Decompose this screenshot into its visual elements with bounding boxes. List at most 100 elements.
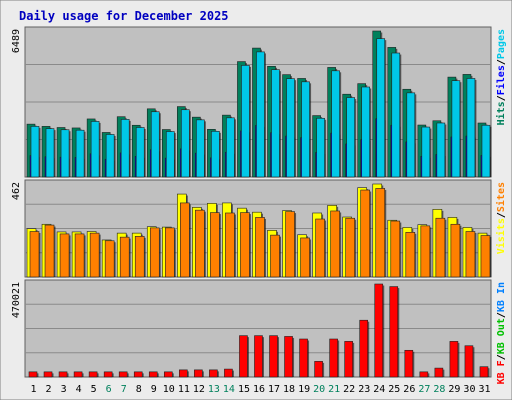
bar-sites-day-10: [164, 227, 175, 278]
y-max-label: 470021: [11, 282, 22, 318]
bar-pages-day-22: [346, 97, 355, 178]
bar-kb_f-day-2: [43, 371, 53, 378]
chart-title: Daily usage for December 2025: [19, 9, 229, 23]
bar-kb_f-day-27: [419, 371, 429, 378]
panel-visits-sites: 462 Visits/Sites: [11, 179, 507, 278]
day-label-26: 26: [403, 384, 415, 395]
bar-sites-day-27: [420, 225, 431, 278]
bar-pages-day-23: [361, 86, 371, 178]
bar-pages-day-2: [45, 128, 55, 178]
bar-pages-day-28: [436, 122, 446, 178]
bar-kb_f-day-15: [239, 335, 248, 378]
bar-pages-day-10: [165, 131, 175, 178]
legend-visits-sites: Visits/Sites: [495, 182, 507, 254]
bar-kb_f-day-19: [299, 338, 308, 378]
legend-entry: /: [496, 95, 507, 101]
bar-pages-day-14: [226, 117, 235, 178]
bar-kb_f-day-21: [329, 338, 338, 378]
legend-entry: KB Out: [496, 318, 507, 354]
bar-kb_f-day-9: [148, 371, 158, 378]
bar-pages-day-16: [256, 51, 265, 178]
bar-pages-day-31: [481, 124, 491, 178]
legend-entry: /: [496, 354, 507, 360]
bar-sites-day-14: [225, 212, 235, 278]
legend-entry: KB In: [496, 282, 507, 312]
bar-pages-day-13: [211, 131, 220, 178]
bar-kb_f-day-18: [284, 336, 293, 378]
bar-pages-day-20: [316, 117, 325, 178]
bar-pages-day-21: [331, 70, 340, 178]
legend-entry: Visits: [495, 218, 507, 254]
legend-entry: KB F: [496, 360, 507, 384]
bar-sites-day-6: [104, 240, 115, 278]
bar-kb_f-day-13: [209, 369, 218, 378]
bar-sites-day-17: [270, 234, 280, 278]
bar-pages-day-7: [120, 119, 130, 178]
bar-kb_f-day-30: [464, 345, 474, 378]
day-label-8: 8: [136, 384, 142, 395]
bar-pages-day-4: [75, 129, 85, 178]
bar-kb_f-day-20: [314, 361, 323, 378]
day-label-20: 20: [313, 384, 325, 395]
bar-sites-day-15: [240, 212, 250, 278]
day-axis-labels: 1 2 3 4 5 6 7 8 9 10 11 12 13 14 15 16 17 18 19 20 21 22 23 24 2…: [31, 384, 491, 395]
bar-sites-day-7: [119, 236, 130, 278]
legend-entry: Sites: [495, 182, 507, 212]
day-label-3: 3: [61, 384, 67, 395]
day-label-10: 10: [163, 384, 175, 395]
y-max-label: 462: [11, 182, 22, 200]
bar-sites-day-12: [195, 209, 205, 278]
bar-sites-day-21: [330, 210, 340, 278]
legend-entry: Hits: [495, 101, 507, 125]
bar-kb_f-day-16: [254, 335, 263, 378]
bar-sites-day-20: [315, 218, 325, 278]
bar-pages-day-25: [391, 52, 401, 178]
day-label-2: 2: [46, 384, 52, 395]
bar-kb_f-day-1: [28, 371, 38, 378]
bar-sites-day-23: [360, 189, 371, 278]
legend-hits-files-pages: Hits/Files/Pages: [495, 29, 507, 125]
bar-kb_f-day-11: [179, 369, 188, 378]
bar-sites-day-11: [180, 202, 190, 278]
bar-sites-day-8: [134, 236, 145, 278]
bar-pages-day-26: [406, 92, 416, 178]
bar-sites-day-22: [345, 217, 355, 278]
bar-sites-day-29: [450, 223, 461, 278]
day-label-11: 11: [178, 384, 190, 395]
bar-sites-day-24: [375, 188, 386, 278]
bar-sites-day-2: [44, 224, 55, 278]
bar-sites-day-16: [255, 217, 265, 278]
day-label-12: 12: [193, 384, 205, 395]
bar-kb_f-day-10: [163, 371, 173, 378]
bar-sites-day-5: [89, 232, 100, 278]
bar-pages-day-9: [150, 111, 160, 178]
y-max-label: 6489: [11, 29, 22, 53]
day-label-6: 6: [106, 384, 112, 395]
bar-kb_f-day-4: [73, 371, 83, 378]
legend-entry: Pages: [496, 29, 507, 59]
bar-pages-day-6: [105, 134, 115, 178]
bar-kb_f-day-28: [434, 367, 444, 378]
day-label-4: 4: [76, 384, 82, 395]
day-label-15: 15: [238, 384, 250, 395]
bar-pages-day-12: [196, 119, 205, 178]
bar-kb_f-day-12: [194, 369, 203, 378]
bar-sites-day-13: [210, 212, 220, 278]
bar-pages-day-27: [421, 126, 431, 178]
bar-kb_f-day-25: [389, 286, 399, 378]
bar-sites-day-30: [465, 231, 476, 278]
legend-entry: /: [496, 312, 507, 318]
day-label-24: 24: [373, 384, 385, 395]
day-label-13: 13: [208, 384, 220, 395]
bar-pages-day-1: [30, 126, 40, 178]
bar-pages-day-11: [181, 109, 190, 178]
bar-kb_f-day-7: [118, 371, 128, 378]
day-label-29: 29: [448, 384, 460, 395]
day-label-23: 23: [358, 384, 370, 395]
bar-sites-day-3: [59, 233, 70, 278]
bar-sites-day-4: [74, 233, 85, 278]
bar-sites-day-28: [435, 217, 446, 278]
